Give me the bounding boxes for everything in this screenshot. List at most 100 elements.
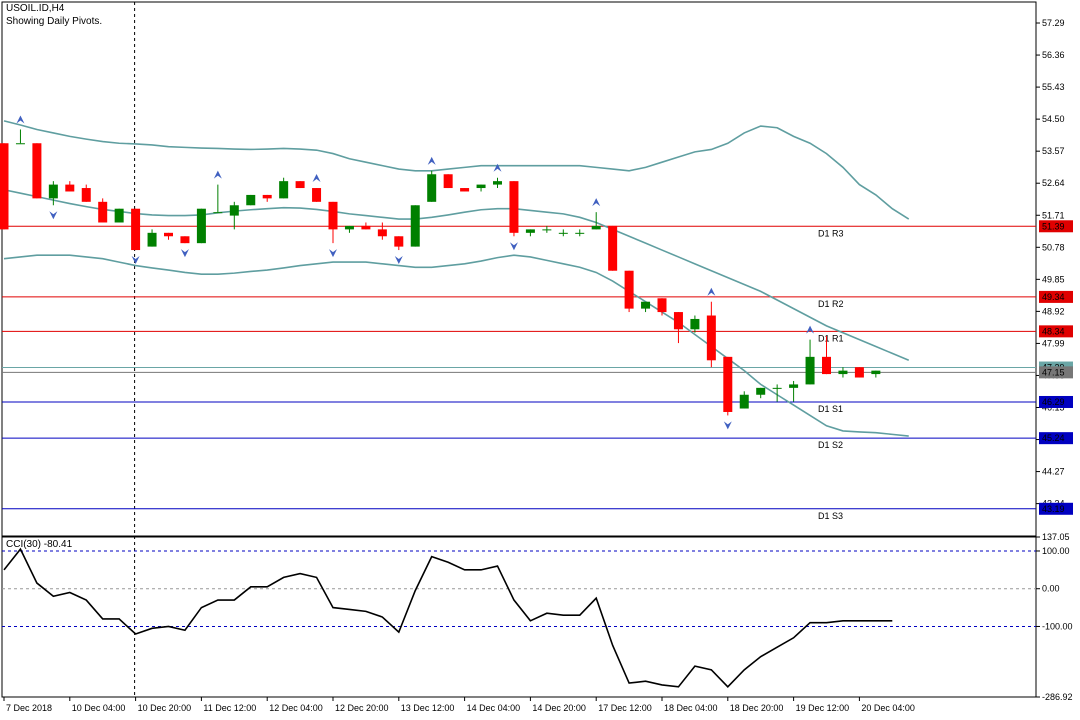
band-upper <box>3 120 910 220</box>
time-tick-label: 19 Dec 12:00 <box>796 703 850 713</box>
candle-bear <box>394 236 404 247</box>
candle-bull <box>525 229 535 233</box>
candle-bull <box>196 208 206 244</box>
candle-bull <box>739 394 749 409</box>
fractal-up <box>16 115 25 124</box>
candle-bear <box>706 315 716 361</box>
candle-bear <box>377 229 387 237</box>
indicator-frame <box>1 536 1037 698</box>
candle-bear <box>164 232 173 237</box>
price-tag <box>1039 395 1073 408</box>
candle-bull <box>871 370 881 375</box>
candle-bull <box>114 208 124 223</box>
pivot-label: D1 R3 <box>818 228 844 238</box>
fractal-up <box>427 156 436 165</box>
time-tick-label: 10 Dec 20:00 <box>138 703 192 713</box>
price-tag-label: 45.24 <box>1042 433 1065 443</box>
main-frame <box>1 1 1037 537</box>
chart-subtitle: Showing Daily Pivots. <box>6 16 103 27</box>
period-separators <box>134 2 136 697</box>
price-tick-label: 54.50 <box>1042 114 1065 124</box>
candle-bear <box>854 367 864 378</box>
fractal-down <box>394 256 403 265</box>
chart-symbol: USOIL.ID,H4 <box>6 3 65 14</box>
indicator-header: CCI(30) -80.41 <box>6 539 73 550</box>
cci-tick-label: 137.05 <box>1042 532 1070 542</box>
candles <box>0 129 881 416</box>
time-tick-label: 14 Dec 20:00 <box>532 703 586 713</box>
price-tick-label: 56.36 <box>1042 50 1065 60</box>
price-tag-label: 48.34 <box>1042 326 1065 336</box>
candle-bull <box>641 301 651 309</box>
price-tag <box>1039 325 1073 338</box>
candle-bear <box>32 143 42 199</box>
price-tag-label: 43.19 <box>1042 504 1065 514</box>
candle-bear <box>262 194 272 199</box>
cci-tick-label: -286.92 <box>1042 692 1073 702</box>
time-tick-label: 13 Dec 12:00 <box>401 703 455 713</box>
pivot-lines: D1 R3 D1 R2 D1 R1 D1 S1 D1 S2 D1 S3 <box>2 225 1036 521</box>
candle-bear <box>509 181 519 233</box>
price-tick-label: 55.43 <box>1042 82 1065 92</box>
time-tick-label: 12 Dec 04:00 <box>269 703 323 713</box>
price-tag <box>1039 502 1073 515</box>
band-middle <box>3 188 910 362</box>
candle-bull <box>493 181 502 185</box>
time-tick-label: 10 Dec 04:00 <box>72 703 126 713</box>
price-tick-label: 48.92 <box>1042 306 1065 316</box>
price-tick-label: 51.71 <box>1042 210 1065 220</box>
cci-line <box>3 547 893 688</box>
candle-bear <box>822 356 831 375</box>
candle-bear <box>624 270 634 309</box>
candle-bull <box>558 232 568 234</box>
candle-bear <box>180 236 190 244</box>
fractal-up <box>592 198 601 207</box>
pivot-label: D1 S1 <box>818 404 843 414</box>
time-tick-label: 20 Dec 04:00 <box>861 703 915 713</box>
price-tag <box>1039 220 1073 233</box>
candle-bull <box>246 194 256 206</box>
candle-bear <box>295 181 305 189</box>
candle-bull <box>279 181 289 199</box>
time-tick-label: 17 Dec 12:00 <box>598 703 652 713</box>
candle-bull <box>575 232 585 234</box>
fractal-up <box>312 174 321 183</box>
fractal-down <box>723 421 732 430</box>
time-tick-label: 14 Dec 04:00 <box>467 703 521 713</box>
candle-bull <box>213 212 223 214</box>
fractal-down <box>49 211 58 220</box>
cci-indicator <box>2 547 1036 688</box>
fractal-up <box>493 163 502 172</box>
pivot-label: D1 S3 <box>818 511 843 521</box>
fractals <box>16 115 815 430</box>
fractal-down <box>131 256 140 265</box>
candle-bear <box>81 188 91 202</box>
fractal-down <box>329 249 337 258</box>
fractal-up <box>213 170 222 179</box>
pivot-label: D1 R1 <box>818 333 844 343</box>
candle-bull <box>229 205 239 216</box>
bollinger-bands <box>3 120 910 437</box>
candle-bull <box>789 384 799 388</box>
fractal-down <box>180 249 189 258</box>
time-tick-label: 18 Dec 20:00 <box>730 703 784 713</box>
price-tick-label: 49.85 <box>1042 274 1065 284</box>
candle-bear <box>460 188 470 192</box>
price-tag <box>1039 366 1073 379</box>
price-tick-label: 52.64 <box>1042 178 1065 188</box>
price-tag-label: 46.29 <box>1042 397 1065 407</box>
fractal-up <box>806 325 815 334</box>
candle-bull <box>344 225 354 230</box>
cci-tick-label: -100.00 <box>1042 621 1073 631</box>
candle-bull <box>427 174 437 202</box>
price-tick-label: 53.57 <box>1042 146 1065 156</box>
band-lower <box>3 254 909 437</box>
price-tick-label: 50.78 <box>1042 242 1065 252</box>
fractal-down <box>509 242 518 251</box>
candle-bull <box>756 387 766 395</box>
fractal-up <box>707 287 716 296</box>
cci-tick-label: 0.00 <box>1042 584 1060 594</box>
candle-bear <box>443 174 453 189</box>
candle-bull <box>476 184 486 189</box>
candle-bear <box>312 188 322 202</box>
